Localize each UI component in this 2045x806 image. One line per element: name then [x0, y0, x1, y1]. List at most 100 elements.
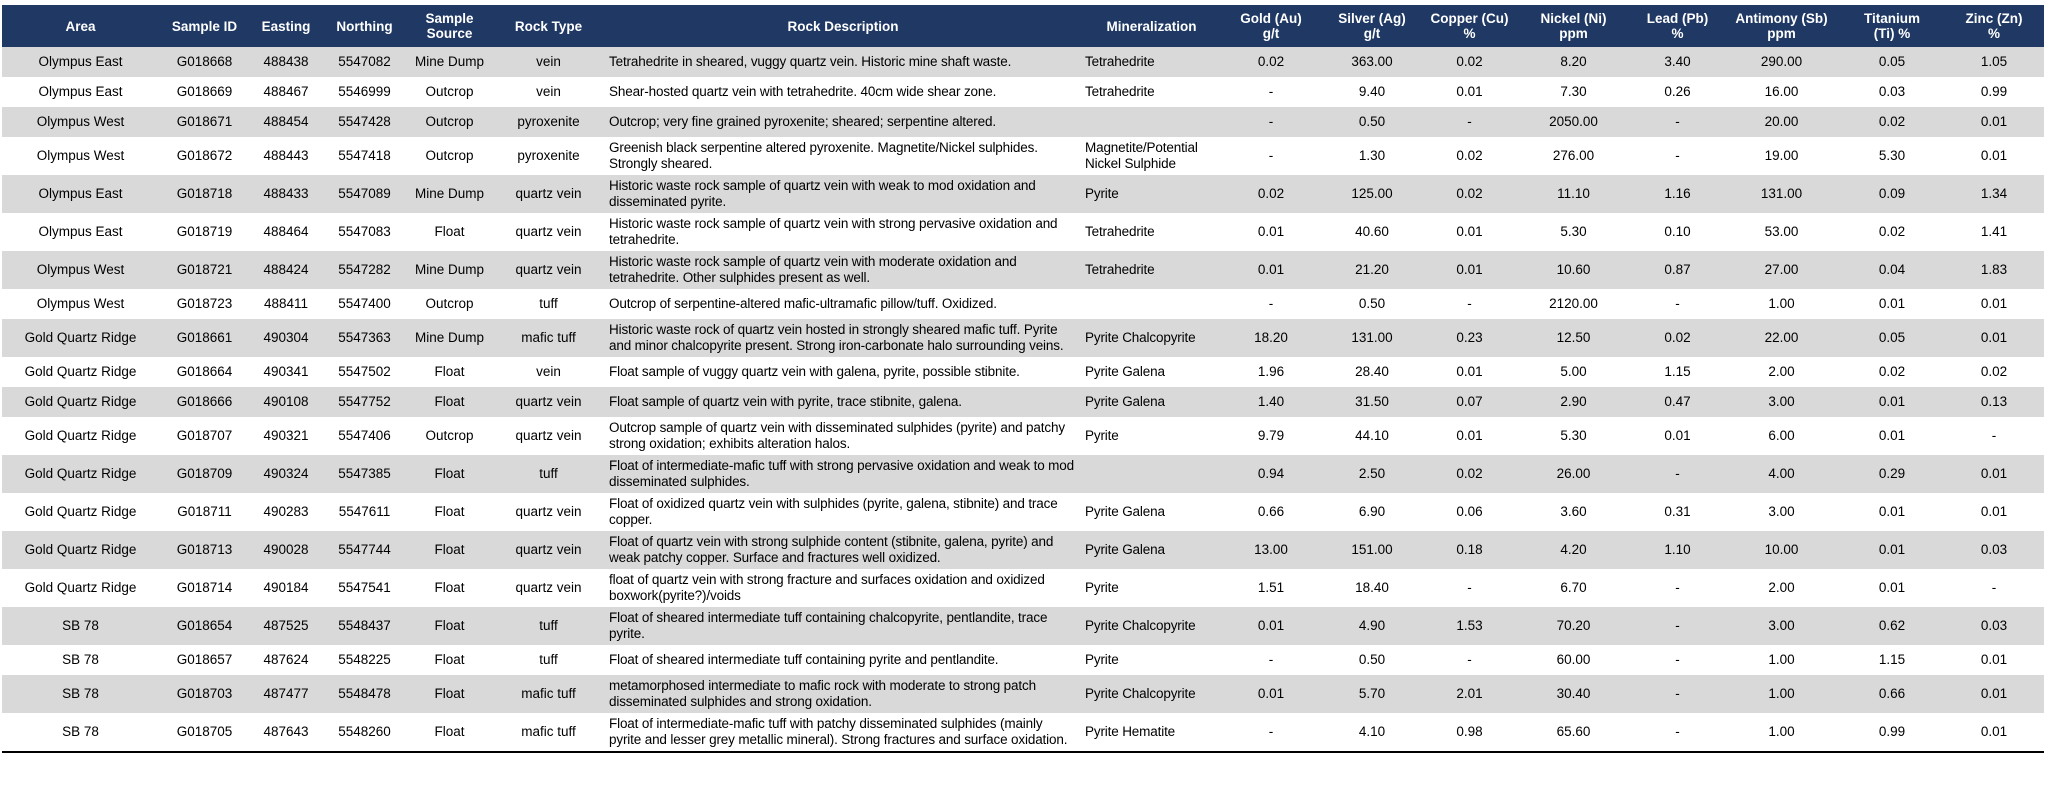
- table-cell: 0.01: [1664, 428, 1691, 443]
- table-cell: 490304: [263, 330, 309, 345]
- table-cell: 0.66: [1257, 504, 1285, 519]
- header-line: (Ti) %: [1873, 26, 1911, 41]
- table-row: Gold Quartz Ridge G018709 490324 5547385 Flo…: [2, 455, 2044, 493]
- table-cell: Float: [434, 652, 465, 667]
- table-cell: 490028: [263, 542, 309, 557]
- table-cell: tuff: [539, 618, 558, 633]
- table-cell: 5548437: [338, 618, 391, 633]
- column-header: Antimony (Sb) ppm: [1723, 5, 1840, 47]
- table-cell: 18.40: [1355, 580, 1389, 595]
- table-cell: Pyrite Galena: [1085, 364, 1165, 379]
- table-cell: 2050.00: [1549, 114, 1598, 129]
- table-cell: G018719: [176, 224, 233, 239]
- table-cell: 0.01: [1257, 224, 1285, 239]
- table-cell: -: [1467, 296, 1472, 311]
- table-row: Gold Quartz Ridge G018661 490304 5547363 Min…: [2, 319, 2044, 357]
- table-cell: 2.90: [1560, 394, 1587, 409]
- column-header: Rock Type: [492, 5, 605, 47]
- table-cell: Outcrop of serpentine-altered mafic-ultr…: [609, 296, 997, 311]
- table-cell: 5547082: [338, 54, 391, 69]
- table-cell: Gold Quartz Ridge: [24, 580, 137, 595]
- table-cell: 5547400: [338, 296, 391, 311]
- table-cell: 6.90: [1358, 504, 1386, 519]
- table-row: Gold Quartz Ridge G018714 490184 5547541 Flo…: [2, 569, 2044, 607]
- table-cell: 11.10: [1557, 186, 1590, 201]
- table-cell: 0.01: [1257, 262, 1285, 277]
- table-cell: Olympus West: [36, 114, 125, 129]
- table-cell: 0.01: [1980, 296, 2008, 311]
- table-cell: mafic tuff: [521, 724, 576, 739]
- table-cell: G018718: [176, 186, 233, 201]
- table-cell: G018666: [176, 394, 233, 409]
- table-cell: 487624: [263, 652, 309, 667]
- table-cell: 1.96: [1257, 364, 1285, 379]
- table-cell: G018654: [176, 618, 233, 633]
- table-cell: Pyrite Galena: [1085, 542, 1165, 557]
- table-cell: 0.23: [1456, 330, 1483, 345]
- table-cell: 3.40: [1664, 54, 1691, 69]
- table-cell: 0.62: [1878, 618, 1906, 633]
- table-cell: Float: [434, 466, 465, 481]
- table-cell: 488454: [263, 114, 309, 129]
- table-cell: G018714: [176, 580, 233, 595]
- table-cell: G018672: [176, 148, 233, 163]
- table-row: Olympus East G018668 488438 5547082 Mine Dum…: [2, 47, 2044, 77]
- table-cell: 2.00: [1768, 580, 1795, 595]
- table-cell: metamorphosed intermediate to mafic rock…: [609, 678, 1036, 709]
- table-cell: 44.10: [1355, 428, 1389, 443]
- table-cell: 21.20: [1355, 262, 1389, 277]
- table-cell: G018669: [176, 84, 233, 99]
- table-cell: 0.01: [1980, 330, 2008, 345]
- table-cell: Gold Quartz Ridge: [24, 504, 137, 519]
- table-cell: quartz vein: [515, 428, 582, 443]
- table-cell: 5547406: [338, 428, 391, 443]
- table-cell: Olympus East: [38, 84, 123, 99]
- table-cell: 276.00: [1552, 148, 1595, 163]
- header-line: Rock Type: [514, 18, 583, 34]
- header-line: g/t: [1363, 26, 1381, 41]
- table-cell: G018711: [177, 504, 232, 519]
- table-cell: 2120.00: [1549, 296, 1598, 311]
- table-cell: 5.70: [1358, 686, 1386, 701]
- table-cell: 0.03: [1878, 84, 1906, 99]
- table-cell: 490321: [263, 428, 309, 443]
- table-cell: 0.99: [1980, 84, 2008, 99]
- table-cell: 5547418: [338, 148, 391, 163]
- table-cell: Float: [434, 364, 465, 379]
- table-cell: [1081, 107, 1222, 137]
- table-cell: Float sample of quartz vein with pyrite,…: [609, 394, 962, 409]
- table-cell: SB 78: [62, 618, 99, 633]
- table-cell: Outcrop: [425, 148, 474, 163]
- column-header: Rock Description: [605, 5, 1081, 47]
- table-cell: G018721: [176, 262, 233, 277]
- table-cell: Pyrite Hematite: [1085, 724, 1176, 739]
- table-cell: 13.00: [1254, 542, 1288, 557]
- table-cell: Historic waste rock sample of quartz vei…: [609, 254, 1017, 285]
- table-cell: 488464: [263, 224, 309, 239]
- table-row: SB 78 G018654 487525 5548437 Float tuff Float …: [2, 607, 2044, 645]
- table-cell: 0.50: [1358, 652, 1386, 667]
- table-cell: 3.00: [1768, 394, 1795, 409]
- table-cell: 1.16: [1664, 186, 1691, 201]
- table-cell: 0.26: [1664, 84, 1691, 99]
- table-cell: 1.05: [1980, 54, 2008, 69]
- table-cell: 5547089: [338, 186, 391, 201]
- header-line: Easting: [261, 18, 311, 34]
- table-cell: 5547541: [338, 580, 391, 595]
- table-cell: vein: [536, 364, 561, 379]
- table-cell: Pyrite: [1085, 186, 1119, 201]
- table-body: Olympus East G018668 488438 5547082 Mine Dum…: [2, 47, 2044, 752]
- table-cell: 7.30: [1560, 84, 1587, 99]
- column-header: Area: [2, 5, 159, 47]
- column-header: Sample ID: [159, 5, 250, 47]
- table-cell: 290.00: [1760, 54, 1803, 69]
- table-cell: 0.01: [1878, 296, 1906, 311]
- table-cell: 131.00: [1351, 330, 1393, 345]
- table-cell: 0.02: [1456, 466, 1483, 481]
- table-cell: Outcrop sample of quartz vein with disse…: [609, 420, 1065, 451]
- header-line: Antimony (Sb): [1735, 11, 1828, 26]
- header-line: Copper (Cu): [1430, 11, 1509, 26]
- table-cell: -: [1675, 618, 1680, 633]
- header-line: Titanium: [1863, 11, 1920, 26]
